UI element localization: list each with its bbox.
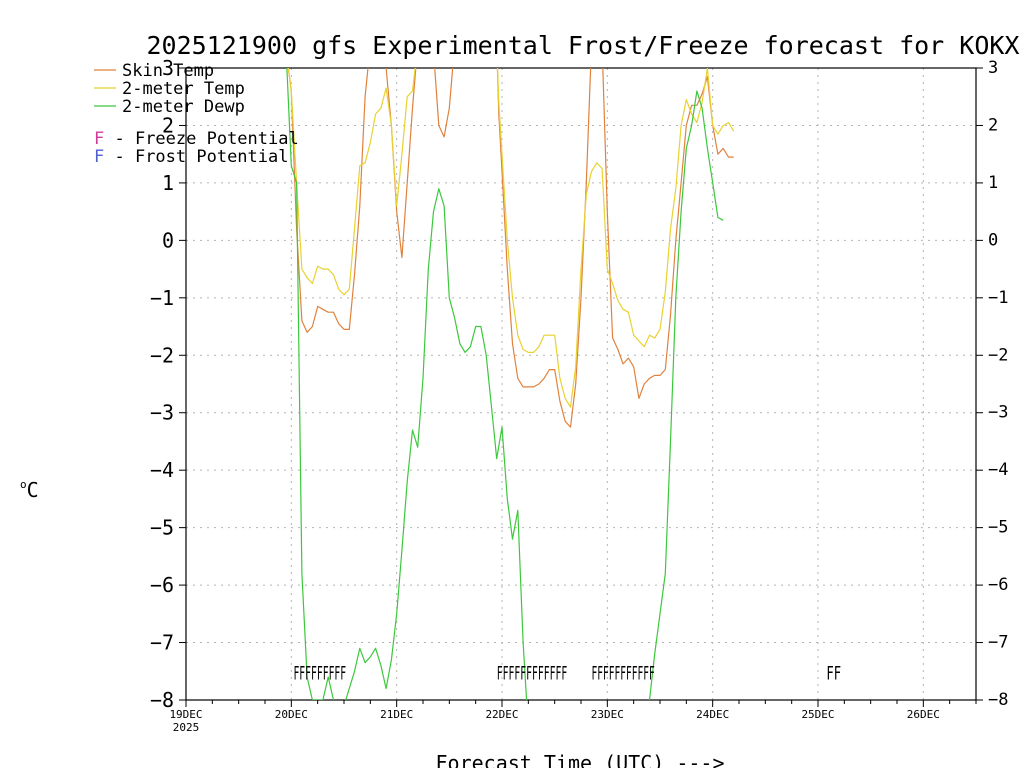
- freeze-flag-run: FFFFFFFFFFFF: [497, 662, 568, 684]
- y-axis-label: oC: [20, 478, 39, 502]
- legend-2m-temp-label: 2-meter Temp: [122, 79, 245, 99]
- y-tick-label-right: −2: [988, 345, 1008, 365]
- legend-2m-dewp-label: 2-meter Dewp: [122, 97, 245, 117]
- grid-lines: [186, 68, 976, 700]
- y-tick-label-right: −4: [988, 460, 1008, 480]
- x-tick-label: 23DEC: [591, 708, 624, 721]
- y-tick-label-right: −8: [988, 690, 1008, 710]
- y-tick-label-left: 2: [162, 113, 174, 137]
- y-tick-label-left: −1: [150, 286, 174, 310]
- freeze-flag-run: FF: [826, 662, 841, 684]
- plot-frame: [185, 67, 977, 701]
- y-tick-label-right: −5: [988, 518, 1008, 538]
- freeze-flag-run: FFFFFFFFFFF: [592, 662, 655, 684]
- series-2-meter-temp: [287, 68, 735, 408]
- y-tick-label-right: 2: [988, 115, 998, 135]
- series-skin-temp: [287, 68, 734, 428]
- legend: Skin Temp 2-meter Temp 2-meter Dewp F - …: [94, 61, 299, 167]
- x-tick-sublabel: 2025: [173, 721, 200, 734]
- freeze-flags: FFFFFFFFF FFFFFFFFFFFF FFFFFFFFFFF FF: [293, 662, 841, 684]
- x-axis-label: Forecast Time (UTC) --->: [436, 751, 725, 768]
- freeze-flag-run: FFFFFFFFF: [293, 662, 346, 684]
- x-tick-label: 26DEC: [907, 708, 940, 721]
- x-tick-label: 24DEC: [696, 708, 729, 721]
- frost-potential-legend: F - Frost Potential: [94, 147, 288, 167]
- x-tick-label: 25DEC: [801, 708, 834, 721]
- y-tick-label-right: 3: [988, 58, 998, 78]
- y-tick-label-left: −6: [150, 573, 174, 597]
- x-tick-label: 21DEC: [380, 708, 413, 721]
- x-tick-label: 20DEC: [275, 708, 308, 721]
- freeze-potential-legend: F - Freeze Potential: [94, 129, 299, 149]
- y-tick-label-left: −7: [150, 631, 174, 655]
- y-tick-label-right: 0: [988, 230, 998, 250]
- x-tick-label: 22DEC: [485, 708, 518, 721]
- y-tick-label-left: −4: [150, 458, 174, 482]
- y-tick-label-left: −2: [150, 343, 174, 367]
- y-tick-label-right: −1: [988, 288, 1008, 308]
- chart-title: 2025121900 gfs Experimental Frost/Freeze…: [147, 31, 1020, 60]
- x-tick-label: 19DEC: [169, 708, 202, 721]
- y-tick-label-left: 3: [162, 56, 174, 80]
- y-tick-label-left: 0: [162, 228, 174, 252]
- y-tick-label-left: −8: [150, 688, 174, 712]
- y-tick-label-left: −5: [150, 516, 174, 540]
- legend-skin-temp-label: Skin Temp: [122, 61, 214, 81]
- series-2-meter-dewp: [286, 68, 724, 700]
- y-tick-label-right: −6: [988, 575, 1008, 595]
- y-tick-label-left: −3: [150, 401, 174, 425]
- y-tick-label-right: −3: [988, 403, 1008, 423]
- y-tick-label-left: 1: [162, 171, 174, 195]
- series-layer: [286, 68, 735, 700]
- y-tick-label-right: −7: [988, 633, 1008, 653]
- y-tick-label-right: 1: [988, 173, 998, 193]
- axis-ticks: −8 −8 −7 −7 −6 −6 −5 −5 −4 −4 −3 −3 −2 −2 −1 −1 0 0 1 1 2 2 3 3…: [150, 56, 1009, 734]
